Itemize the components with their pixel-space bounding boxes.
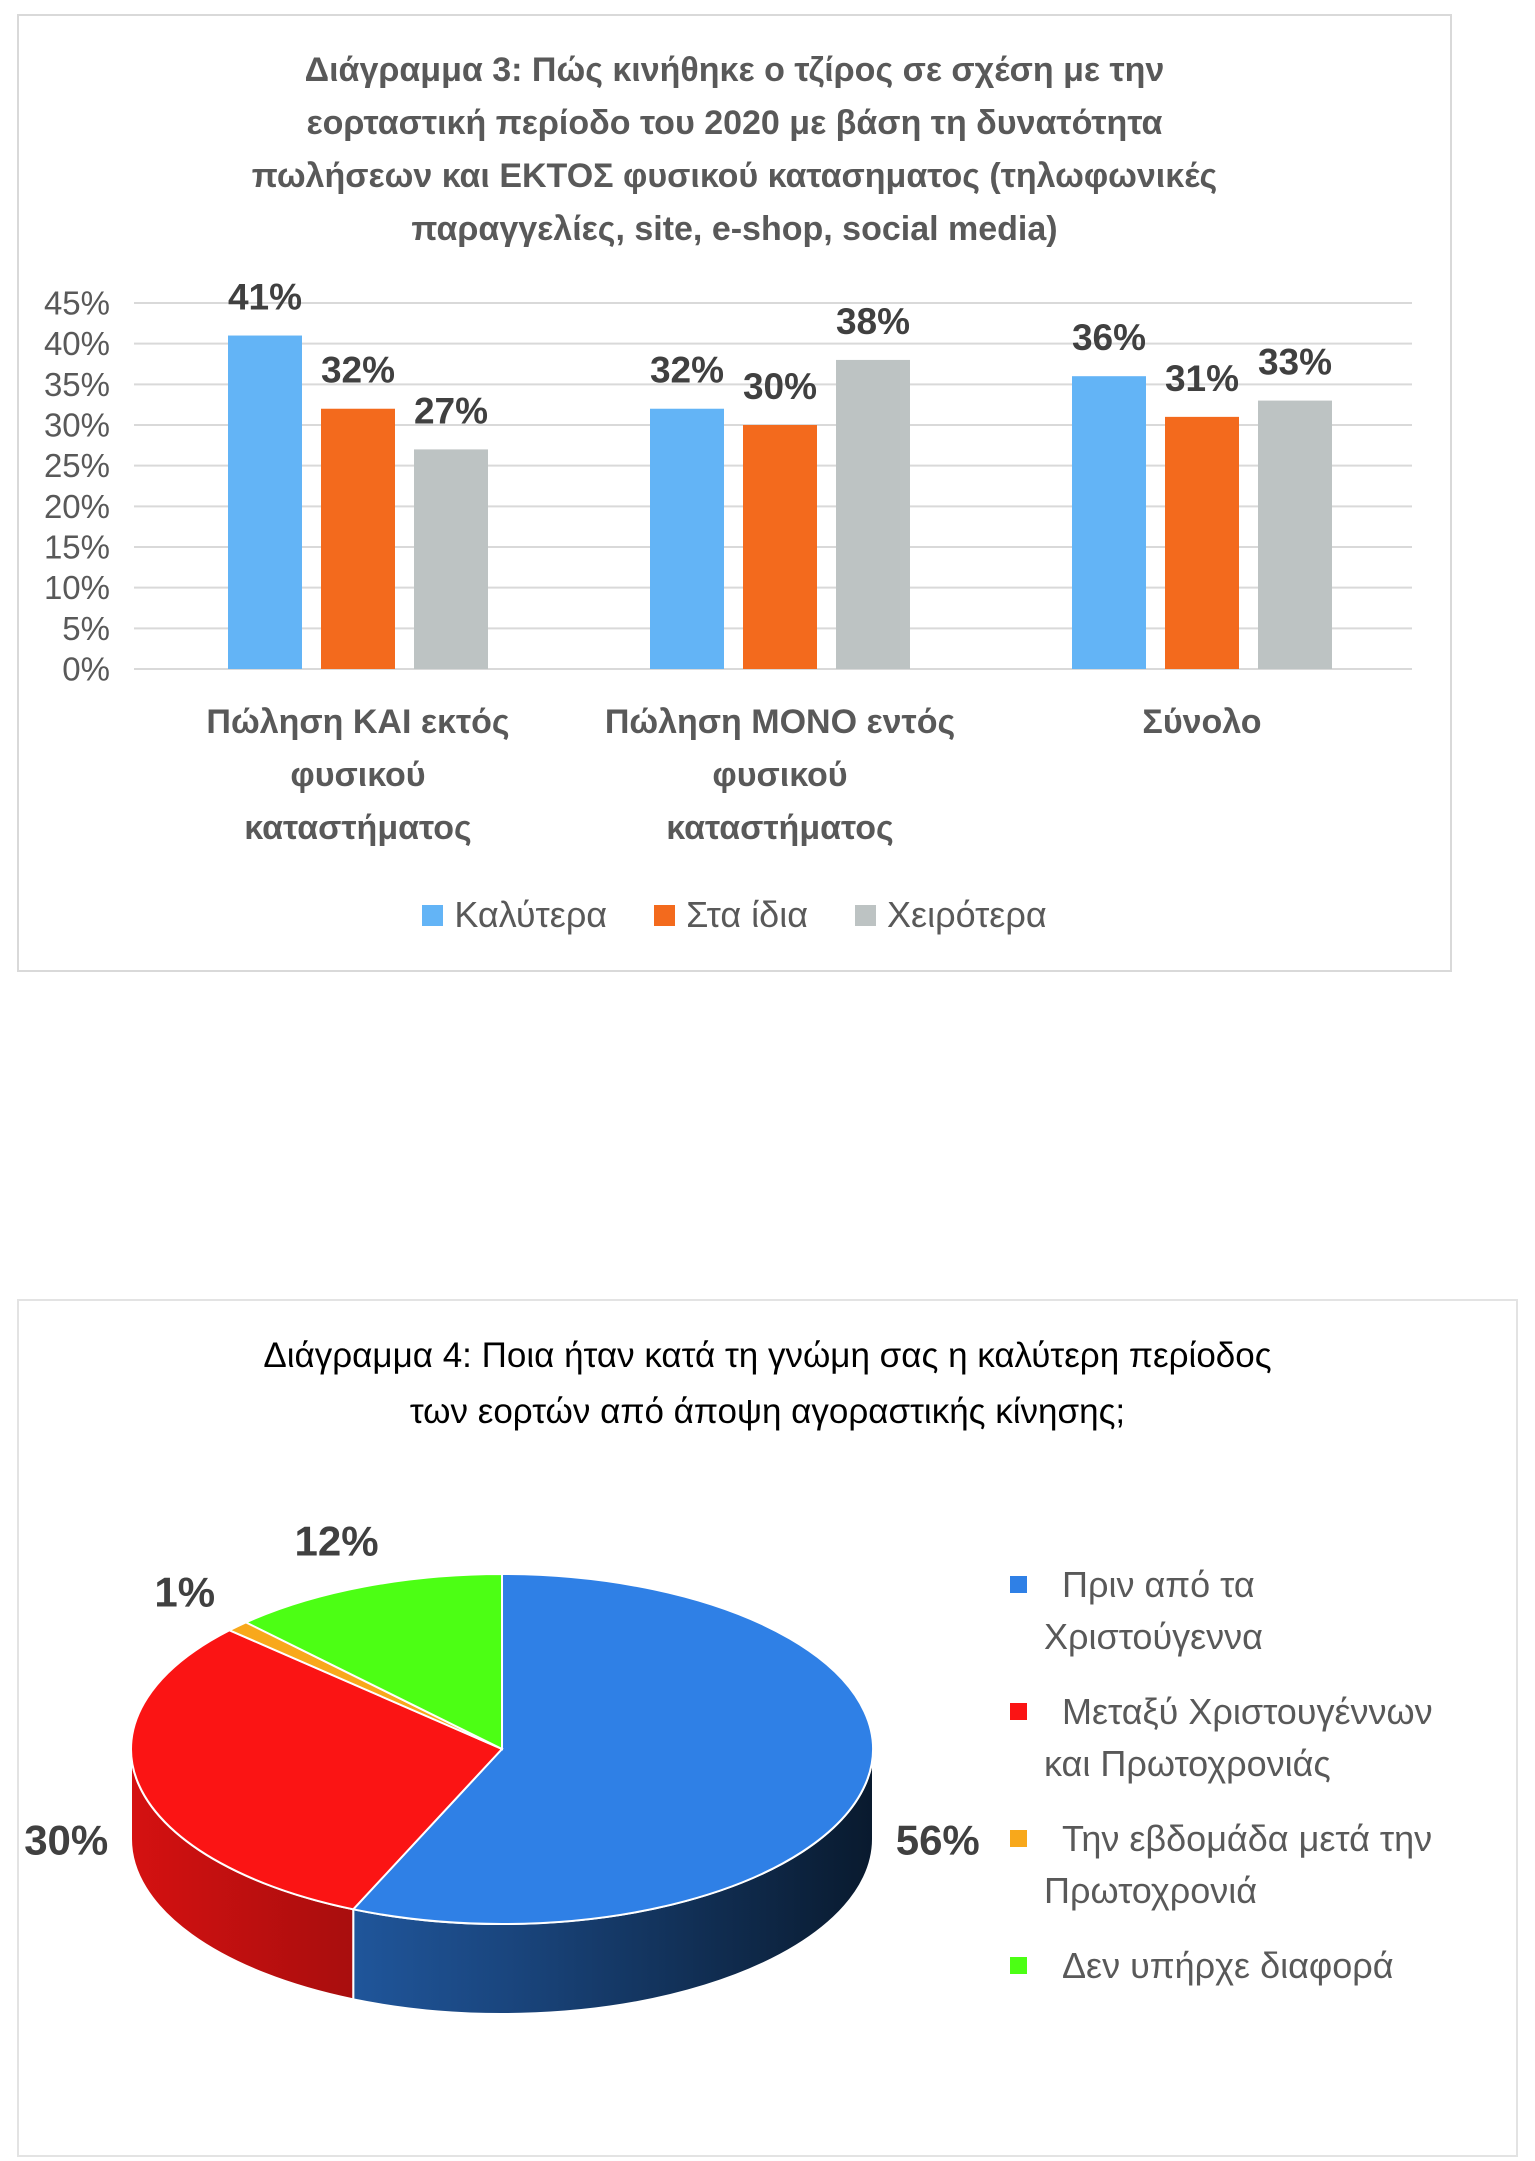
- bar-chart-plot: 0%5%10%15%20%25%30%35%40%45% 41%32%27%32%…: [44, 277, 1412, 688]
- data-label: 36%: [1072, 317, 1146, 358]
- bar: [650, 408, 724, 669]
- pie-slice: [243, 1572, 503, 1751]
- legend-item: Πριν από τα Χριστούγεννα: [1010, 1559, 1459, 1663]
- bar: [1072, 376, 1146, 669]
- legend-label: Χειρότερα: [887, 894, 1047, 935]
- chart-title: Διάγραμμα 3: Πώς κινήθηκε ο τζίρος σε σχ…: [251, 51, 1218, 248]
- data-label: 31%: [1165, 358, 1239, 399]
- data-label: 33%: [1258, 342, 1332, 383]
- bar: [414, 449, 488, 669]
- legend: Πριν από τα Χριστούγεννα Μεταξύ Χριστουγ…: [1010, 1559, 1459, 1992]
- data-label: 12%: [295, 1518, 379, 1565]
- legend-label: Μεταξύ Χριστουγέννων και Πρωτοχρονιάς: [1044, 1691, 1433, 1784]
- data-label: 32%: [321, 350, 395, 391]
- x-category-label: Σύνολο: [1142, 703, 1262, 741]
- y-tick-label: 35%: [44, 366, 110, 403]
- legend-item: Δεν υπήρχε διαφορά: [1010, 1940, 1459, 1992]
- y-tick-label: 20%: [44, 488, 110, 525]
- y-tick-label: 25%: [44, 447, 110, 484]
- legend-swatch: [855, 904, 877, 926]
- data-label: 1%: [154, 1568, 215, 1615]
- y-tick-label: 0%: [62, 651, 110, 688]
- pie-slice: [130, 1629, 504, 1911]
- y-tick-label: 45%: [44, 285, 110, 322]
- pie-chart: 56% 30% 1% 12% Διάγραμμα 4: Ποια ήταν κατά …: [17, 1299, 1518, 2157]
- legend-item: Την εβδομάδα μετά την Πρωτοχρονιά: [1010, 1813, 1459, 1917]
- x-category-label: Πώληση ΜΟΝΟ εντός φυσικού καταστήματος: [604, 703, 956, 847]
- legend-swatch: [1010, 1830, 1027, 1847]
- y-tick-label: 15%: [44, 529, 110, 566]
- legend-label: Την εβδομάδα μετά την Πρωτοχρονιά: [1044, 1818, 1433, 1911]
- y-axis: 0% 5% 10%15% 20% 25%30% 35% 40%45%: [44, 285, 110, 688]
- chart-title: Διάγραμμα 4: Ποια ήταν κατά τη γνώμη σας…: [263, 1336, 1272, 1431]
- y-tick-label: 5%: [62, 610, 110, 647]
- legend-label: Δεν υπήρχε διαφορά: [1062, 1945, 1394, 1986]
- legend-item: Χειρότερα: [855, 893, 1047, 937]
- data-label: 38%: [836, 301, 910, 342]
- data-label: 30%: [743, 366, 817, 407]
- legend-item: Καλύτερα: [422, 893, 607, 937]
- pie-slices: [130, 1572, 874, 1925]
- data-label: 30%: [24, 1816, 108, 1863]
- pie-data-labels: 56% 30% 1% 12%: [24, 1518, 980, 1864]
- bar-group: 41% 32% 27%: [228, 277, 488, 669]
- legend-label: Καλύτερα: [454, 894, 608, 935]
- legend-swatch: [1010, 1703, 1027, 1720]
- legend: Καλύτερα Στα ίδια Χειρότερα: [19, 893, 1450, 937]
- bar: [836, 359, 910, 669]
- y-tick-label: 10%: [44, 569, 110, 606]
- x-category-label: Πώληση ΚΑΙ εκτός φυσικού καταστήματος: [206, 703, 510, 847]
- legend-label: Πριν από τα Χριστούγεννα: [1044, 1564, 1263, 1657]
- legend-item: Στα ίδια: [654, 893, 808, 937]
- data-label: 41%: [228, 277, 302, 318]
- data-label: 32%: [650, 350, 724, 391]
- y-tick-label: 30%: [44, 407, 110, 444]
- legend-swatch: [1010, 1957, 1027, 1974]
- legend-label: Στα ίδια: [686, 894, 809, 935]
- bar: [1165, 416, 1239, 669]
- pie-chart-plot: 56% 30% 1% 12%: [24, 1518, 980, 2015]
- bar-chart: 0% 5% 10% 15% 20% 25% 30% 35% 40% 45% 41% 32% 27% 32%…: [17, 14, 1452, 972]
- data-label: 27%: [414, 390, 488, 431]
- bar: [743, 425, 817, 669]
- legend-swatch: [422, 904, 444, 926]
- legend-item: Μεταξύ Χριστουγέννων και Πρωτοχρονιάς: [1010, 1686, 1459, 1790]
- legend-swatch: [654, 904, 676, 926]
- data-label: 56%: [896, 1816, 980, 1863]
- bar: [228, 335, 302, 669]
- bar-group: 32% 30% 38%: [650, 301, 910, 669]
- legend-swatch: [1010, 1576, 1027, 1593]
- bar: [321, 408, 395, 669]
- bar-group: 36% 31% 33%: [1072, 317, 1332, 669]
- pie-slice: [351, 1572, 874, 1925]
- bar: [1258, 400, 1332, 669]
- y-tick-label: 40%: [44, 325, 110, 362]
